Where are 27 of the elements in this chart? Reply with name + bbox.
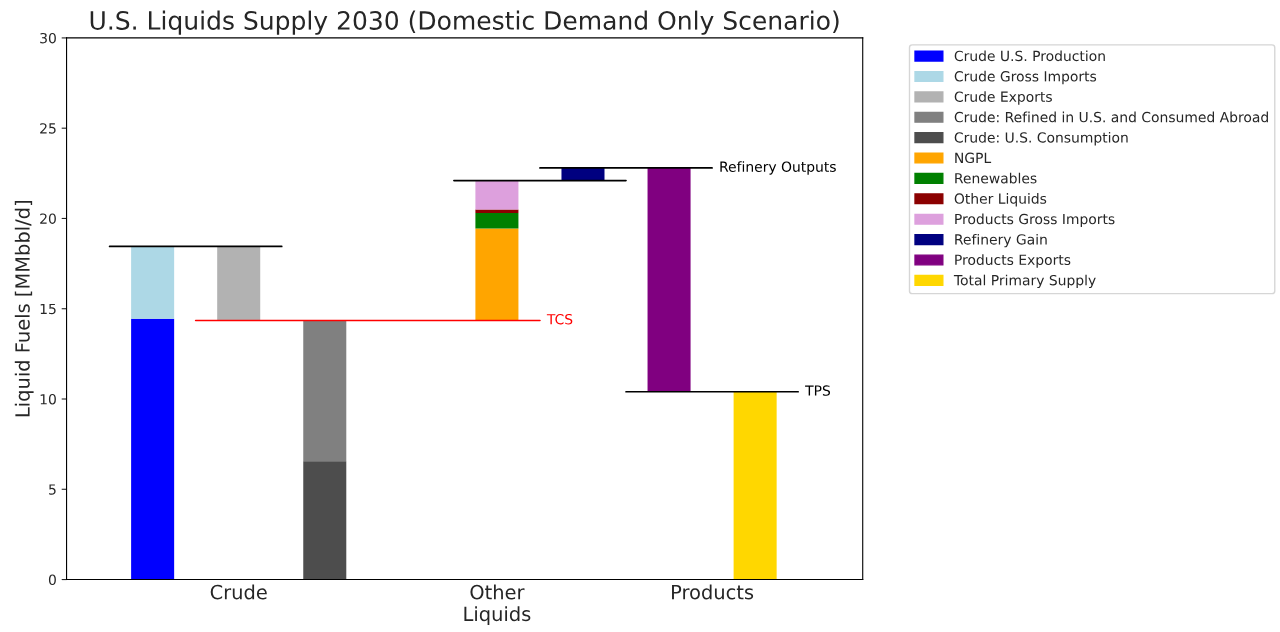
series-label: TCS: [546, 313, 573, 325]
legend-label: Crude: Refined in U.S. and Consumed Abroad: [954, 111, 1268, 123]
series-label: Refinery Outputs: [720, 161, 836, 175]
legend-label: Crude Exports: [954, 91, 1052, 105]
legend-label: NGPL: [955, 152, 992, 164]
series-label: TPS: [805, 385, 831, 396]
legend-label: Refinery Gain: [955, 233, 1047, 248]
x-tick-label: Products: [672, 584, 754, 600]
y-tick-label: 20: [40, 213, 56, 224]
chart-title: U.S. Liquids Supply 2030 (Domestic Demand Only Scenario): [90, 10, 839, 35]
x-tick-label: Other Liquids: [464, 584, 531, 625]
y-tick-label: 0: [48, 574, 56, 586]
y-tick-label: 30: [40, 32, 56, 44]
legend-label: Crude: U.S. Consumption: [954, 131, 1128, 146]
x-tick-label: Crude: [210, 584, 267, 600]
legend-label: Crude Gross Imports: [954, 70, 1097, 85]
legend-label: Products Exports: [955, 254, 1071, 268]
y-tick-label: 25: [40, 123, 56, 134]
legend-label: Renewables: [955, 172, 1037, 184]
y-tick-label: 5: [49, 484, 56, 495]
legend-label: Crude U.S. Production: [954, 50, 1105, 62]
legend-label: Other Liquids: [954, 193, 1047, 207]
y-tick-label: 10: [40, 393, 56, 405]
legend-label: Products Gross Imports: [955, 213, 1115, 227]
legend-label: Total Primary Supply: [953, 274, 1096, 289]
y-tick-label: 15: [40, 303, 56, 315]
y-axis-title: Liquid Fuels [MMbbl/d]: [14, 201, 34, 417]
